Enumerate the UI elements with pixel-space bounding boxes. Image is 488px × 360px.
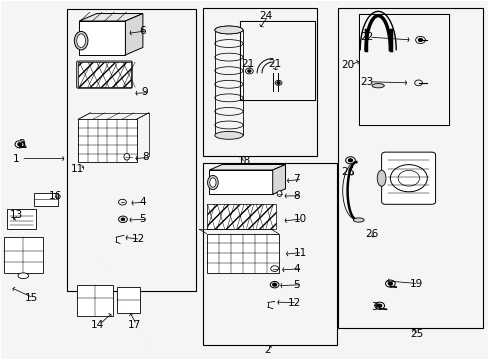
Ellipse shape bbox=[214, 131, 243, 139]
Text: 12: 12 bbox=[131, 234, 144, 244]
Text: 18: 18 bbox=[238, 156, 251, 166]
Circle shape bbox=[277, 82, 280, 84]
Text: 9: 9 bbox=[141, 87, 148, 98]
Bar bbox=[206, 204, 275, 229]
Bar bbox=[79, 21, 125, 55]
Circle shape bbox=[18, 143, 22, 146]
Text: 4: 4 bbox=[139, 197, 145, 207]
Ellipse shape bbox=[123, 154, 129, 160]
Text: 24: 24 bbox=[259, 11, 272, 21]
Bar bbox=[78, 119, 136, 162]
Text: 23: 23 bbox=[360, 77, 373, 87]
Bar bbox=[203, 163, 336, 345]
Bar bbox=[34, 193, 58, 206]
Circle shape bbox=[272, 283, 276, 286]
Text: 8: 8 bbox=[293, 191, 300, 201]
Circle shape bbox=[121, 218, 124, 221]
Ellipse shape bbox=[214, 26, 243, 34]
Ellipse shape bbox=[207, 175, 218, 190]
Text: 3: 3 bbox=[370, 302, 377, 312]
Text: 25: 25 bbox=[409, 329, 422, 339]
Text: 19: 19 bbox=[409, 279, 422, 289]
Bar bbox=[358, 14, 448, 125]
Bar bbox=[7, 208, 36, 229]
Bar bbox=[4, 237, 42, 273]
Text: 10: 10 bbox=[293, 214, 306, 224]
Text: 16: 16 bbox=[48, 191, 61, 201]
Ellipse shape bbox=[376, 170, 385, 186]
Ellipse shape bbox=[18, 273, 29, 279]
Circle shape bbox=[387, 282, 391, 285]
Text: 5: 5 bbox=[293, 280, 300, 290]
Bar bbox=[117, 287, 140, 313]
Text: 6: 6 bbox=[139, 26, 145, 36]
Text: 5: 5 bbox=[139, 214, 145, 224]
Ellipse shape bbox=[371, 84, 384, 88]
Bar bbox=[203, 8, 317, 156]
Text: 11: 11 bbox=[293, 248, 306, 257]
Text: 26: 26 bbox=[341, 167, 354, 177]
Bar bbox=[206, 234, 278, 273]
Ellipse shape bbox=[277, 191, 282, 197]
Ellipse shape bbox=[209, 178, 216, 187]
Text: 17: 17 bbox=[127, 320, 141, 330]
Ellipse shape bbox=[353, 218, 364, 222]
Text: 21: 21 bbox=[241, 59, 254, 69]
Circle shape bbox=[418, 39, 422, 41]
Circle shape bbox=[247, 70, 250, 72]
FancyBboxPatch shape bbox=[381, 152, 435, 204]
Text: 7: 7 bbox=[293, 174, 300, 184]
Bar bbox=[338, 8, 482, 328]
Polygon shape bbox=[125, 14, 142, 55]
Ellipse shape bbox=[77, 34, 85, 48]
Text: 26: 26 bbox=[365, 229, 378, 239]
Text: 1: 1 bbox=[13, 154, 19, 163]
Text: 4: 4 bbox=[293, 264, 300, 274]
Text: 20: 20 bbox=[341, 60, 354, 70]
Text: 15: 15 bbox=[25, 293, 38, 303]
Text: 8: 8 bbox=[142, 153, 149, 162]
Text: 14: 14 bbox=[90, 320, 103, 330]
Bar bbox=[239, 21, 314, 100]
Circle shape bbox=[377, 304, 381, 307]
Bar bbox=[67, 9, 196, 291]
Text: 13: 13 bbox=[10, 210, 23, 220]
Text: 12: 12 bbox=[287, 297, 301, 307]
Polygon shape bbox=[272, 165, 285, 194]
Circle shape bbox=[348, 159, 352, 162]
Text: 22: 22 bbox=[360, 32, 373, 42]
Text: 3: 3 bbox=[18, 139, 24, 149]
Polygon shape bbox=[79, 14, 142, 21]
Text: 11: 11 bbox=[71, 163, 84, 174]
Bar bbox=[209, 170, 272, 194]
Text: 21: 21 bbox=[267, 59, 281, 69]
Bar bbox=[77, 285, 113, 316]
Bar bbox=[358, 14, 448, 125]
Bar bbox=[239, 21, 314, 100]
Polygon shape bbox=[209, 165, 285, 170]
Ellipse shape bbox=[74, 31, 88, 50]
Bar bbox=[78, 62, 130, 87]
Text: 2: 2 bbox=[264, 345, 270, 355]
